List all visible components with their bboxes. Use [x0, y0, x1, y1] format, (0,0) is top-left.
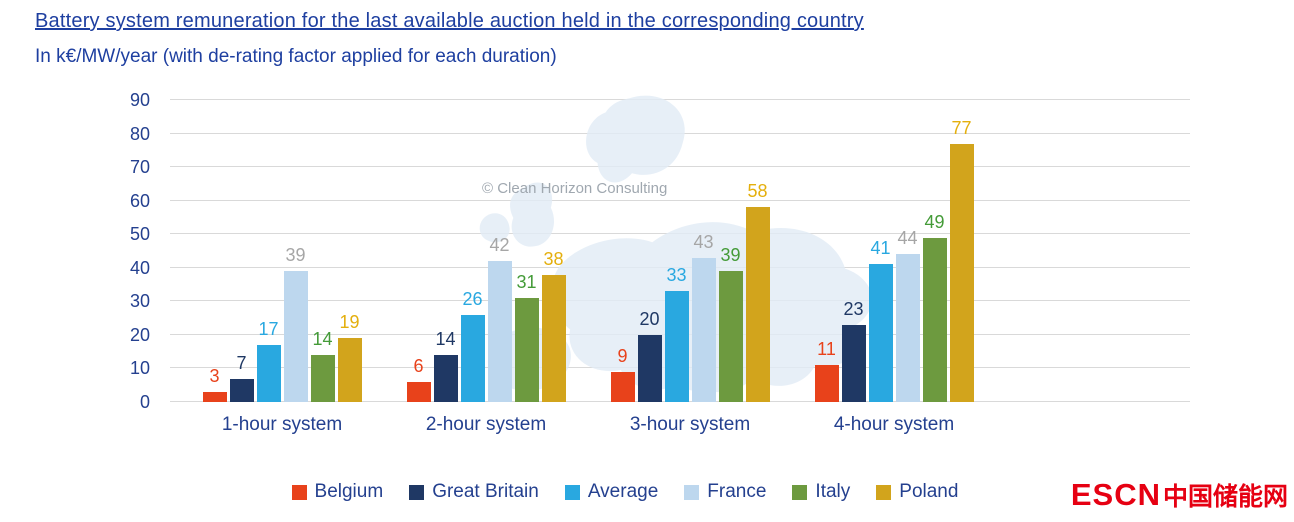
legend-label-italy: Italy	[815, 481, 851, 502]
value-label-italy: 49	[924, 211, 945, 232]
value-label-great-britain: 14	[435, 329, 456, 350]
value-label-great-britain: 20	[639, 308, 660, 329]
value-label-belgium: 11	[817, 339, 836, 360]
y-tick-label: 60	[129, 190, 150, 211]
legend-label-france: France	[707, 481, 767, 502]
bar-group-4-hour-system: 11 23 41 44 49 77	[792, 100, 996, 402]
y-tick-label: 50	[129, 224, 150, 245]
legend-item-italy: Italy	[792, 481, 850, 503]
legend-swatch-great-britain	[409, 484, 425, 500]
bar-average: 41	[868, 239, 893, 402]
bar-average: 33	[664, 266, 689, 402]
bar-italy: 49	[922, 213, 947, 402]
value-label-average: 41	[870, 238, 891, 259]
value-label-italy: 39	[720, 245, 741, 266]
legend-label-great-britain: Great Britain	[432, 481, 539, 502]
bar-france: 44	[895, 229, 920, 402]
value-label-poland: 58	[747, 181, 768, 202]
category-label-4-hour-system: 4-hour system	[833, 414, 955, 435]
value-label-italy: 31	[516, 271, 537, 292]
value-label-belgium: 9	[617, 345, 628, 366]
legend-label-average: Average	[587, 481, 659, 502]
page-subtitle: In k€/MW/year (with de-rating factor app…	[35, 46, 557, 67]
y-tick-label: 20	[129, 324, 150, 345]
logo-text-latin: ESCN	[1070, 477, 1161, 512]
category-label-3-hour-system: 3-hour system	[629, 414, 751, 435]
bar-great-britain: 14	[433, 330, 458, 402]
category-label-2-hour-system: 2-hour system	[425, 414, 547, 435]
legend-swatch-italy	[792, 484, 808, 500]
bar-average: 17	[256, 320, 281, 402]
bar-france: 43	[691, 233, 716, 402]
legend-label-belgium: Belgium	[314, 481, 384, 502]
value-label-poland: 19	[339, 312, 360, 333]
bar-great-britain: 23	[841, 300, 866, 402]
bar-poland: 58	[745, 182, 770, 402]
bar-belgium: 9	[610, 347, 635, 402]
bar-belgium: 11	[814, 340, 839, 402]
legend-item-poland: Poland	[876, 481, 958, 503]
legend-swatch-average	[564, 484, 580, 500]
plot-area: © Clean Horizon Consulting 3 7 17 39 14 19 6 14…	[170, 95, 1190, 402]
bar-belgium: 6	[406, 357, 431, 402]
legend-swatch-france	[684, 484, 700, 500]
value-label-average: 26	[462, 288, 483, 309]
bar-groups: 3 7 17 39 14 19 6 14 26 42 31 38 9 20 33 43 39 58 11 23 41 44…	[180, 100, 996, 402]
y-axis: 0 10 20 30 40 50 60 70 80 90	[90, 91, 160, 411]
y-tick-label: 0	[139, 392, 150, 412]
legend-item-belgium: Belgium	[291, 481, 384, 503]
escn-logo: ESCN 中国储能网	[1071, 477, 1288, 513]
y-tick-label: 70	[129, 157, 150, 178]
bar-poland: 77	[949, 119, 974, 402]
value-label-poland: 38	[543, 248, 564, 269]
bar-great-britain: 7	[229, 354, 254, 402]
legend-swatch-belgium	[291, 484, 307, 500]
category-label-1-hour-system: 1-hour system	[221, 414, 343, 435]
bar-group-2-hour-system: 6 14 26 42 31 38	[384, 100, 588, 402]
legend-swatch-poland	[876, 484, 892, 500]
value-label-average: 33	[666, 265, 687, 286]
value-label-france: 39	[285, 245, 306, 266]
legend-label-poland: Poland	[899, 481, 959, 502]
x-axis-labels: 1-hour system 2-hour system 3-hour system 4…	[180, 414, 996, 436]
bar-france: 39	[283, 246, 308, 402]
bar-italy: 39	[718, 246, 743, 402]
y-tick-label: 90	[129, 90, 150, 110]
value-label-great-britain: 7	[236, 352, 247, 373]
bar-france: 42	[487, 236, 512, 402]
value-label-poland: 77	[951, 117, 972, 138]
value-label-italy: 14	[312, 329, 333, 350]
legend-item-france: France	[684, 481, 766, 503]
value-label-average: 17	[258, 318, 279, 339]
y-tick-label: 40	[129, 257, 150, 278]
value-label-france: 43	[693, 231, 714, 252]
bar-italy: 31	[514, 273, 539, 402]
y-tick-label: 80	[129, 123, 150, 144]
bar-poland: 38	[541, 250, 566, 402]
value-label-great-britain: 23	[843, 298, 864, 319]
logo-text-cjk: 中国储能网	[1162, 483, 1288, 511]
y-tick-label: 30	[129, 291, 150, 312]
bar-average: 26	[460, 290, 485, 402]
bar-great-britain: 20	[637, 310, 662, 402]
bar-group-1-hour-system: 3 7 17 39 14 19	[180, 100, 384, 402]
value-label-france: 42	[489, 235, 510, 256]
bar-italy: 14	[310, 330, 335, 402]
legend: Belgium Great Britain Average France Italy Po…	[190, 481, 1060, 503]
value-label-belgium: 3	[209, 365, 220, 386]
value-label-france: 44	[897, 228, 918, 249]
legend-item-great-britain: Great Britain	[409, 481, 539, 503]
page-title: Battery system remuneration for the last…	[35, 10, 864, 32]
watermark-text: © Clean Horizon Consulting	[482, 180, 668, 197]
gridline	[170, 199, 1190, 201]
value-label-belgium: 6	[413, 355, 424, 376]
bar-belgium: 3	[202, 367, 227, 402]
bar-group-3-hour-system: 9 20 33 43 39 58	[588, 100, 792, 402]
bar-poland: 19	[337, 313, 362, 402]
y-tick-label: 10	[129, 358, 150, 379]
legend-item-average: Average	[564, 481, 659, 503]
